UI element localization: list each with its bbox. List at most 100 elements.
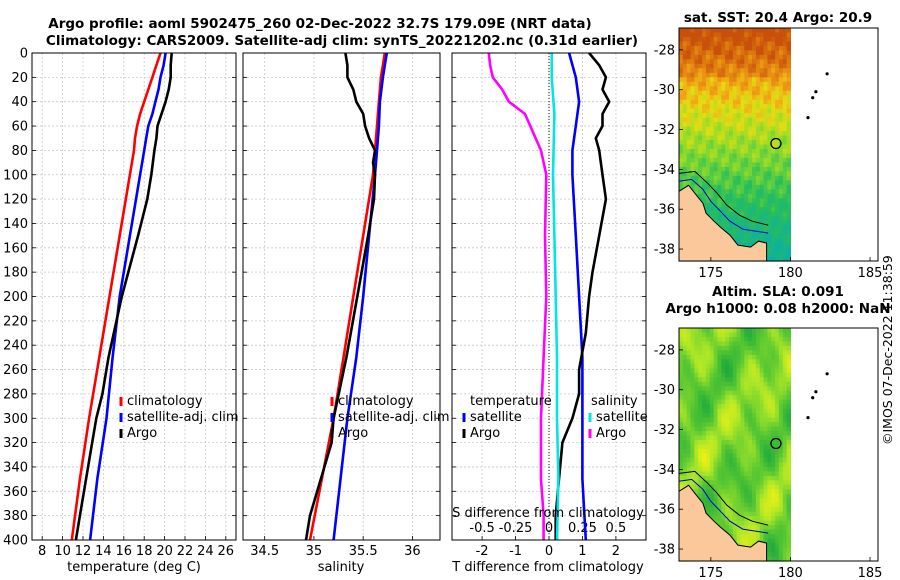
map-cell: [775, 525, 780, 531]
map-cell: [682, 59, 688, 65]
map-cell: [732, 453, 738, 459]
map-cell: [778, 377, 784, 383]
map-cell: [782, 99, 788, 105]
map-cell: [713, 466, 718, 472]
x-tick-label: -2: [476, 544, 489, 559]
map-cell: [717, 140, 722, 146]
map-cell: [705, 390, 711, 396]
map-cell: [755, 184, 761, 190]
map-cell: [721, 171, 726, 177]
map-cell: [771, 166, 776, 172]
map-cell: [709, 354, 715, 360]
map-cell: [736, 41, 741, 47]
map-cell: [740, 381, 745, 387]
map-cell: [771, 345, 776, 351]
map-cell: [759, 225, 765, 231]
map-cell: [782, 377, 788, 383]
map-cell: [744, 211, 749, 217]
map-cell: [717, 332, 722, 338]
map-cell: [786, 422, 791, 428]
depth-tick-label: 300: [3, 412, 28, 427]
map-cell: [702, 350, 707, 356]
map-cell: [771, 556, 776, 562]
map-cell: [778, 543, 784, 549]
map-cell: [786, 444, 791, 450]
map-cell: [721, 457, 726, 463]
map-cell: [682, 140, 688, 146]
map-cell: [694, 395, 699, 401]
map-cell: [690, 162, 695, 168]
map-cell: [690, 131, 695, 137]
map-cell: [682, 417, 688, 423]
map-cell: [744, 189, 749, 195]
map-cell: [690, 166, 695, 172]
map-cell: [767, 449, 772, 455]
map-cell: [755, 520, 761, 526]
map-cell: [748, 50, 753, 56]
map-cell: [752, 171, 757, 177]
map-cell: [702, 354, 707, 360]
map-cell: [763, 449, 768, 455]
map-cell: [686, 41, 692, 47]
map-cell: [679, 471, 684, 477]
map-cell: [736, 328, 741, 334]
map-y-tick-label: -38: [654, 243, 675, 258]
map-cell: [729, 502, 734, 508]
map-cell: [786, 547, 791, 553]
map-cell: [740, 529, 745, 535]
map-cell: [748, 171, 753, 177]
map-cell: [755, 193, 761, 199]
map-cell: [740, 457, 745, 463]
map-cell: [721, 184, 726, 190]
map-cell: [782, 256, 788, 262]
map-cell: [698, 45, 703, 51]
map-cell: [759, 395, 765, 401]
map-cell: [694, 117, 699, 123]
map-cell: [740, 54, 745, 60]
map-cell: [717, 341, 722, 347]
map-cell: [698, 144, 703, 150]
map-cell: [690, 28, 695, 34]
map-cell: [686, 413, 692, 419]
map-cell: [705, 372, 711, 378]
map-cell: [744, 126, 749, 132]
map-cell: [782, 37, 788, 43]
map-cell: [702, 202, 707, 208]
map-cell: [698, 453, 703, 459]
map-cell: [690, 126, 695, 132]
map-cell: [767, 408, 772, 414]
map-cell: [755, 202, 761, 208]
map-cell: [778, 211, 784, 217]
map-cell: [763, 516, 768, 522]
map-cell: [786, 368, 791, 374]
map-cell: [705, 507, 711, 513]
map-cell: [767, 135, 772, 141]
map-cell: [782, 480, 788, 486]
map-cell: [732, 229, 738, 235]
map-cell: [759, 32, 765, 38]
map-cell: [771, 363, 776, 369]
island-marker: [806, 416, 810, 420]
map-cell: [740, 77, 745, 83]
map-cell: [679, 372, 684, 378]
map-cell: [736, 372, 741, 378]
map-cell: [782, 193, 788, 199]
map-cell: [690, 72, 695, 78]
map-cell: [771, 77, 776, 83]
map-cell: [755, 435, 761, 441]
map-cell: [709, 466, 715, 472]
map-cell: [702, 131, 707, 137]
map-cell: [748, 117, 753, 123]
map-cell: [755, 37, 761, 43]
map-cell: [778, 354, 784, 360]
map-cell: [771, 502, 776, 508]
map-cell: [729, 354, 734, 360]
map-cell: [771, 466, 776, 472]
map-cell: [748, 502, 753, 508]
map-cell: [778, 81, 784, 87]
map-cell: [732, 404, 738, 410]
map-cell: [713, 390, 718, 396]
map-cell: [744, 399, 749, 405]
map-cell: [721, 440, 726, 446]
map-cell: [732, 457, 738, 463]
